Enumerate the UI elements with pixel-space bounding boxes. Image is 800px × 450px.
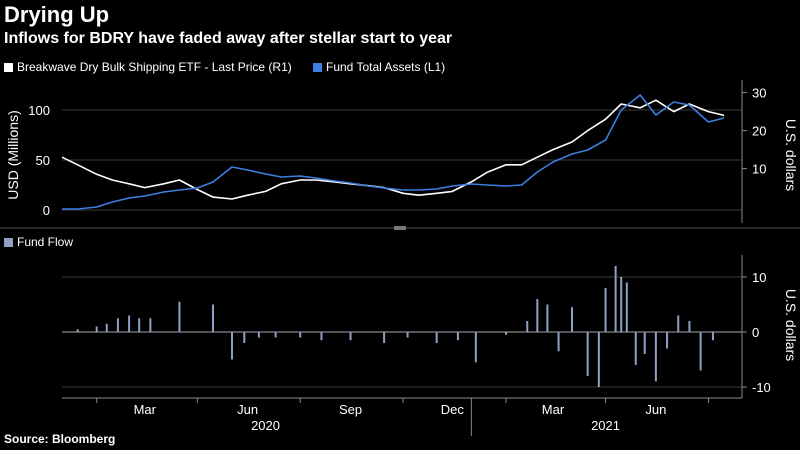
flow-bar bbox=[546, 304, 549, 332]
flow-bar bbox=[128, 315, 131, 332]
flow-bar bbox=[586, 332, 589, 376]
flow-bar bbox=[688, 321, 691, 332]
legend-label-flow: Fund Flow bbox=[17, 235, 74, 249]
flow-bar bbox=[274, 332, 277, 338]
flow-bar bbox=[211, 304, 214, 332]
flow-bar bbox=[711, 332, 714, 341]
flow-bar bbox=[435, 332, 438, 343]
flow-bar bbox=[178, 301, 181, 332]
x-tick-month: Mar bbox=[542, 402, 565, 417]
flow-bar bbox=[699, 332, 702, 371]
flow-bar bbox=[677, 315, 680, 332]
flow-bar bbox=[474, 332, 477, 363]
legend-assets: Fund Total Assets (L1) bbox=[313, 60, 445, 74]
flow-bar bbox=[149, 318, 152, 332]
legend-label-assets: Fund Total Assets (L1) bbox=[326, 60, 446, 74]
flow-bar bbox=[320, 332, 323, 341]
x-tick-month: Jun bbox=[237, 402, 258, 417]
chart-title: Drying Up bbox=[4, 2, 110, 27]
flow-bar bbox=[138, 318, 141, 332]
x-tick-year: 2020 bbox=[251, 418, 280, 433]
y-axis-left-label: USD (Millions) bbox=[5, 110, 21, 199]
flow-bar bbox=[625, 282, 628, 332]
flow-bar bbox=[95, 326, 98, 332]
flow-bar bbox=[634, 332, 637, 365]
legend-flow: Fund Flow bbox=[4, 235, 73, 249]
series-line-price bbox=[61, 99, 725, 200]
source-note: Source: Bloomberg bbox=[4, 432, 116, 446]
flow-bar bbox=[614, 266, 617, 332]
flow-bar bbox=[349, 332, 352, 341]
legend-swatch-price bbox=[4, 62, 13, 72]
flow-y-axis-right-label: U.S. dollars bbox=[783, 289, 799, 361]
flow-bar bbox=[620, 277, 623, 332]
legend-swatch-assets bbox=[313, 62, 322, 72]
panel-resize-handle[interactable] bbox=[394, 226, 406, 230]
x-tick-month: Mar bbox=[134, 402, 157, 417]
flow-bar bbox=[526, 321, 529, 332]
x-tick-year: 2021 bbox=[591, 418, 620, 433]
y-tick-left: 100 bbox=[28, 103, 50, 118]
flow-bar bbox=[231, 332, 233, 360]
flow-y-tick-right: 0 bbox=[752, 325, 759, 340]
flow-bar bbox=[257, 332, 260, 338]
flow-bar bbox=[571, 307, 573, 332]
legend-swatch-flow bbox=[4, 237, 13, 247]
flow-bar bbox=[116, 318, 119, 332]
y-tick-right: 20 bbox=[752, 124, 766, 139]
y-axis-right-label: U.S. dollars bbox=[783, 119, 799, 191]
legend-label-price: Breakwave Dry Bulk Shipping ETF - Last P… bbox=[17, 60, 292, 74]
flow-y-tick-right: -10 bbox=[752, 380, 771, 395]
y-tick-left: 50 bbox=[36, 153, 50, 168]
flow-bar bbox=[536, 299, 539, 332]
legend-price: Breakwave Dry Bulk Shipping ETF - Last P… bbox=[4, 60, 292, 74]
x-tick-month: Sep bbox=[339, 402, 362, 417]
y-tick-left: 0 bbox=[43, 203, 50, 218]
flow-bar bbox=[654, 332, 657, 382]
series-line-assets bbox=[62, 94, 725, 210]
flow-bar bbox=[105, 323, 108, 332]
flow-bar bbox=[243, 332, 246, 343]
flow-bar bbox=[383, 332, 386, 343]
flow-bar bbox=[505, 332, 508, 335]
flow-bar bbox=[456, 332, 459, 341]
chart-subtitle: Inflows for BDRY have faded away after s… bbox=[4, 30, 453, 47]
flow-bar bbox=[299, 332, 302, 338]
y-tick-right: 30 bbox=[752, 86, 766, 101]
flow-bar bbox=[76, 329, 79, 332]
flow-bar bbox=[666, 332, 669, 349]
x-tick-month: Dec bbox=[441, 402, 465, 417]
flow-bar bbox=[406, 332, 409, 338]
flow-y-tick-right: 10 bbox=[752, 270, 766, 285]
x-tick-month: Jun bbox=[645, 402, 666, 417]
flow-bar bbox=[604, 288, 607, 332]
y-tick-right: 10 bbox=[752, 162, 766, 177]
flow-bar bbox=[557, 332, 560, 352]
flow-bar bbox=[643, 332, 646, 354]
flow-bar bbox=[597, 332, 600, 387]
